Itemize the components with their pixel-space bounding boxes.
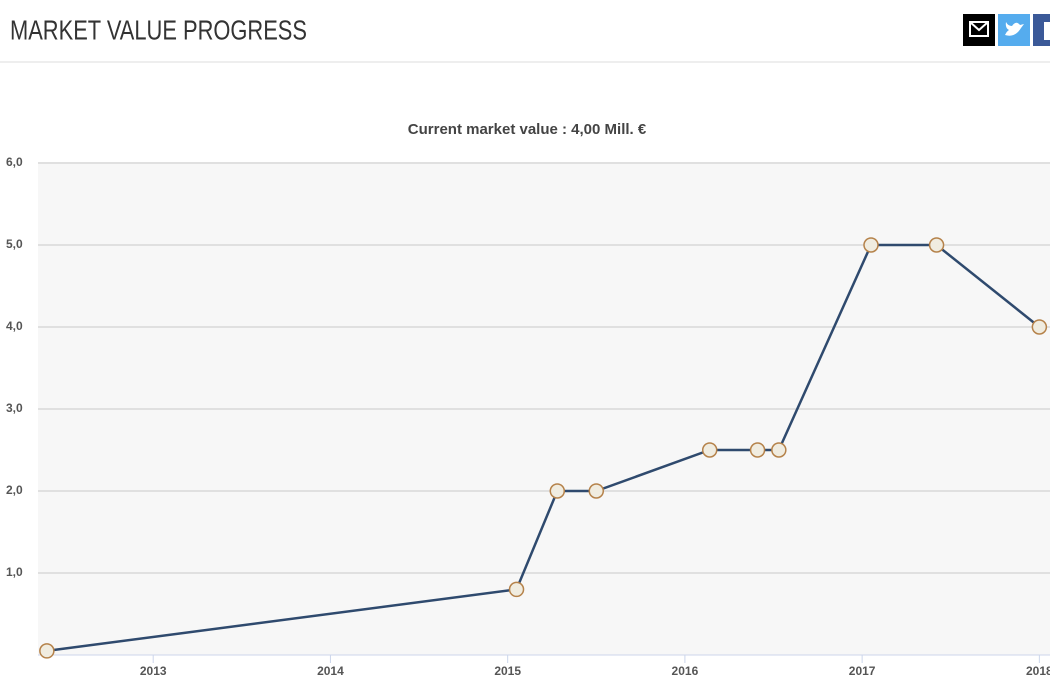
point-marker <box>39 643 55 659</box>
y-tick-label: 3,0 <box>6 401 23 415</box>
chart-title: Current market value : 4,00 Mill. € <box>408 121 647 138</box>
y-tick-label: 2,0 <box>6 483 23 497</box>
point-marker <box>928 237 945 253</box>
share-email[interactable] <box>963 14 995 46</box>
x-tick-label: 2013 <box>140 664 167 678</box>
point-marker <box>508 581 525 598</box>
x-tick-label: 2015 <box>494 664 521 678</box>
share-twitter[interactable] <box>998 14 1030 46</box>
point-marker <box>1031 319 1048 335</box>
y-tick-label: 5,0 <box>6 237 23 251</box>
x-tick-label: 2014 <box>317 664 344 678</box>
line <box>46 243 1041 653</box>
y-tick-label: 6,0 <box>6 155 23 169</box>
y-tick-label: 1,0 <box>6 565 23 579</box>
point-marker <box>749 442 766 458</box>
x-tick-label: 2016 <box>672 664 699 678</box>
point-marker <box>588 483 605 499</box>
point-marker <box>549 483 566 499</box>
share-facebook[interactable] <box>1033 14 1050 46</box>
point-marker <box>771 442 787 458</box>
x-tick-label: 2018 <box>1026 664 1050 678</box>
x-tick-label: 2017 <box>849 664 876 678</box>
point-marker <box>701 442 718 458</box>
point-marker <box>863 237 879 253</box>
y-tick-label: 4,0 <box>6 319 23 333</box>
page-title: MARKET VALUE PROGRESS <box>10 14 307 45</box>
